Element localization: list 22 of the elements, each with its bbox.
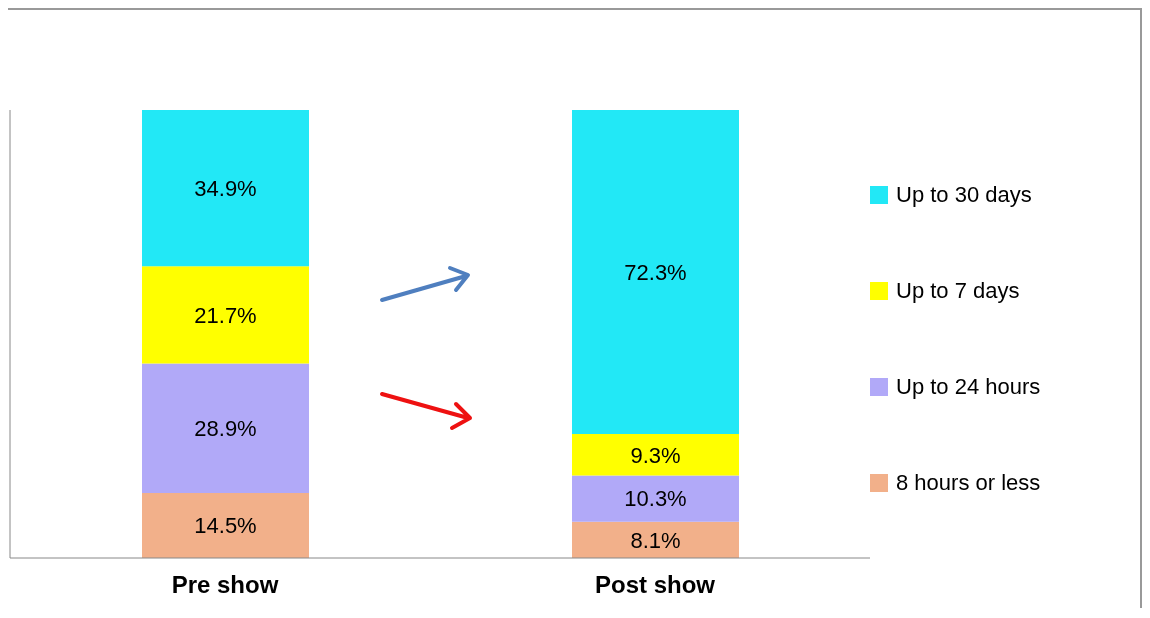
bar bbox=[572, 521, 739, 558]
data-label: 34.9% bbox=[194, 175, 257, 201]
legend-label: 8 hours or less bbox=[896, 470, 1041, 496]
data-label: 8.1% bbox=[630, 527, 681, 553]
data-label: 10.3% bbox=[624, 486, 687, 512]
bar bbox=[572, 475, 739, 522]
bar bbox=[572, 110, 739, 434]
x-tick-label: Post show bbox=[594, 571, 716, 599]
legend-label: Up to 24 hours bbox=[896, 374, 1041, 400]
data-label: 14.5% bbox=[194, 513, 257, 539]
x-tick-label: Pre show bbox=[171, 571, 279, 599]
bar bbox=[572, 433, 739, 476]
legend-label: Up to 7 days bbox=[896, 278, 1020, 304]
bar bbox=[142, 266, 309, 364]
data-label: 28.9% bbox=[194, 416, 257, 442]
bar bbox=[142, 493, 309, 558]
bar bbox=[142, 110, 309, 267]
data-label: 21.7% bbox=[194, 302, 257, 328]
bar bbox=[142, 363, 309, 494]
data-label: 72.3% bbox=[624, 259, 687, 285]
data-label: 9.3% bbox=[630, 442, 681, 468]
legend-label: Up to 30 days bbox=[896, 182, 1032, 208]
